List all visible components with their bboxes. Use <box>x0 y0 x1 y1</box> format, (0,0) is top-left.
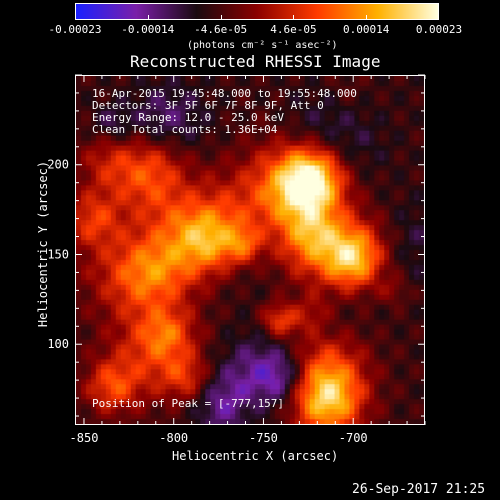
colorbar-tick-label: -0.00023 <box>48 23 102 36</box>
y-axis-label: Heliocentric Y (arcsec) <box>36 160 50 328</box>
rhessi-image-heatmap <box>76 76 424 424</box>
time-range-label: 16-Apr-2015 19:45:48.000 to 19:55:48.000 <box>92 87 357 100</box>
y-tick-label: 150 <box>47 247 69 261</box>
colorbar-tick-mark <box>438 15 439 20</box>
colorbar-units-label: (photons cm⁻² s⁻¹ asec⁻²) <box>187 40 338 51</box>
colorbar-tick-mark <box>293 15 295 20</box>
x-tick-label: -850 <box>70 431 99 445</box>
clean-counts-label: Clean Total counts: 1.36E+04 <box>92 123 278 136</box>
x-axis-label: Heliocentric X (arcsec) <box>172 449 339 463</box>
x-tick-label: -800 <box>159 431 188 445</box>
footer-date: 26-Sep-2017 21:25 <box>352 482 486 497</box>
colorbar-tick-mark <box>366 15 368 20</box>
plot-title: Reconstructed RHESSI Image <box>130 52 381 71</box>
colorbar-tick-label: 0.00014 <box>343 23 390 36</box>
detectors-label: Detectors: 3F 5F 6F 7F 8F 9F, Att 0 <box>92 99 324 112</box>
x-tick-label: -700 <box>339 431 368 445</box>
image-frame: 16-Apr-2015 19:45:48.000 to 19:55:48.000… <box>75 75 425 425</box>
colorbar <box>75 3 439 20</box>
colorbar-tick-label: 4.6e-05 <box>270 23 317 36</box>
colorbar-tick-mark <box>147 15 149 20</box>
colorbar-tick-mark <box>75 15 76 20</box>
colorbar-tick-mark <box>220 15 222 20</box>
colorbar-tick-label: -0.00014 <box>121 23 175 36</box>
colorbar-tick-label: 0.00023 <box>415 23 463 36</box>
y-tick-label: 100 <box>47 337 69 351</box>
peak-position-label: Position of Peak = [-777,157] <box>92 397 285 410</box>
y-tick-label: 200 <box>47 158 69 172</box>
energy-range-label: Energy Range: 12.0 - 25.0 keV <box>92 111 285 124</box>
x-tick-label: -750 <box>249 431 278 445</box>
colorbar-tick-label: -4.6e-05 <box>194 23 248 36</box>
